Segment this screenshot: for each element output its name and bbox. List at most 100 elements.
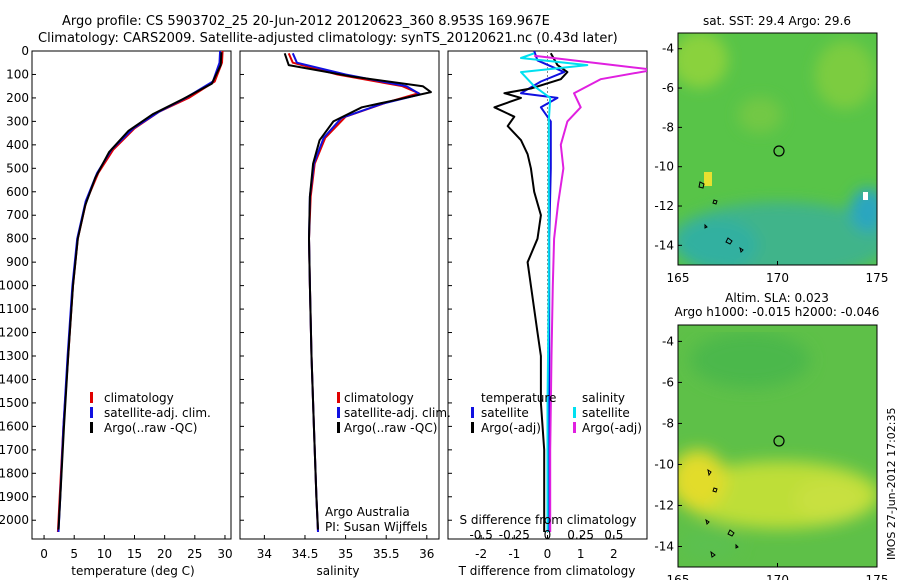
credit-line-2: PI: Susan Wijffels: [325, 520, 427, 534]
sst-warm-patch: [678, 33, 728, 88]
sla-argo-marker: [773, 435, 785, 447]
map-y-tick-label: -8: [662, 416, 674, 430]
legend-title-salinity: salinity: [582, 391, 625, 405]
legend-label-s-argo: Argo(-adj): [582, 421, 642, 435]
series-line: [283, 52, 432, 530]
sst-cool-patch: [850, 188, 877, 232]
legend-swatch-s-argo: [573, 422, 576, 433]
salinity-panel: [239, 50, 440, 540]
legend-label-s-satellite: satellite: [582, 406, 630, 420]
side-stamp: IMOS 27-Jun-2012 17:02:35: [885, 407, 898, 560]
sst-cool-patch: [678, 219, 758, 265]
y-tick-label: 900: [6, 255, 29, 269]
map-x-tick-label: 175: [866, 573, 889, 580]
legend-swatch-satellite: [337, 407, 340, 418]
map-y-tick-label: -8: [662, 120, 674, 134]
sla-high-patch: [678, 450, 726, 510]
y-tick-label: 600: [6, 185, 29, 199]
sla-low-patch: [680, 529, 740, 561]
map-x-tick-label: 175: [866, 271, 889, 285]
map-y-tick-label: -14: [654, 539, 674, 553]
legend-swatch-argo: [90, 422, 93, 433]
temperature-legend: climatology satellite-adj. clim. Argo(..…: [90, 391, 211, 435]
sla-high-patch: [794, 478, 866, 522]
sst-argo-marker: [773, 145, 785, 157]
y-tick-label: 200: [6, 91, 29, 105]
s-tick-label: 0: [544, 528, 552, 542]
y-tick-label: 1500: [0, 396, 29, 410]
s-tick-label: 0.25: [567, 528, 594, 542]
sst-map-title: sat. SST: 29.4 Argo: 29.6: [703, 14, 851, 28]
y-tick-label: 500: [6, 161, 29, 175]
sla-map: [678, 325, 877, 567]
sla-map-axes: 165 170 175 -14 -12 -10 -8 -6 -4: [654, 334, 888, 580]
x-tick-label: 35: [338, 547, 353, 561]
y-tick-label: 100: [6, 67, 29, 81]
sla-map-title: Altim. SLA: 0.023: [725, 291, 829, 305]
x-tick-label: 20: [157, 547, 172, 561]
y-tick-label: 0: [21, 44, 29, 58]
temperature-x-axis: 0 5 10 15 20 25 30: [40, 535, 233, 561]
s-tick-label: -0.5: [469, 528, 492, 542]
legend-swatch-t-satellite: [471, 407, 474, 418]
difference-xlabel: T difference from climatology: [458, 564, 636, 578]
legend-swatch-satellite: [90, 407, 93, 418]
legend-label-satellite: satellite-adj. clim.: [104, 406, 211, 420]
y-tick-label: 2000: [0, 513, 29, 527]
legend-swatch-climatology: [337, 392, 340, 403]
series-line: [520, 51, 566, 532]
y-tick-label: 1200: [0, 326, 29, 340]
x-tick-label: 34.5: [292, 547, 319, 561]
difference-top-xlabel: S difference from climatology: [460, 513, 637, 527]
x-tick-label: 35.5: [373, 547, 400, 561]
difference-legend: temperature salinity satellite Argo(-adj…: [471, 391, 642, 435]
x-tick-label: 10: [97, 547, 112, 561]
map-y-tick-label: -10: [654, 457, 674, 471]
series-line: [493, 52, 569, 532]
series-line: [520, 52, 589, 532]
difference-plot: [493, 51, 647, 539]
sst-map: [678, 33, 877, 265]
x-tick-label: 30: [217, 547, 232, 561]
map-y-tick-label: -4: [662, 334, 674, 348]
sla-map-subtitle: Argo h1000: -0.015 h2000: -0.046: [675, 305, 880, 319]
x-tick-label: 36: [419, 547, 434, 561]
depth-axis: 0 100 200 300 400 500 600 700 800 900 1000 1100 1200…: [0, 44, 452, 527]
s-tick-label: -0.25: [499, 528, 530, 542]
legend-label-argo: Argo(..raw -QC): [104, 421, 197, 435]
map-y-tick-label: -6: [662, 81, 674, 95]
legend-swatch-climatology: [90, 392, 93, 403]
x-tick-label: 0: [40, 547, 48, 561]
header-line-2: Climatology: CARS2009. Satellite-adjuste…: [38, 31, 618, 46]
legend-swatch-s-satellite: [573, 407, 576, 418]
series-line: [534, 54, 647, 532]
legend-swatch-t-argo: [471, 422, 474, 433]
map-y-tick-label: -12: [654, 498, 674, 512]
credit-line-1: Argo Australia: [325, 505, 410, 519]
y-tick-label: 1400: [0, 372, 29, 386]
legend-label-argo: Argo(..raw -QC): [344, 421, 437, 435]
sst-warm-patch: [815, 41, 875, 109]
header-line-1: Argo profile: CS 5903702_25 20-Jun-2012 …: [62, 14, 550, 29]
x-tick-label: 1: [577, 547, 585, 561]
map-y-tick-label: -12: [654, 199, 674, 213]
map-x-tick-label: 165: [667, 573, 690, 580]
sst-map-axes: 165 170 175 -14 -12 -10 -8 -6 -4: [654, 42, 888, 285]
y-tick-label: 1300: [0, 349, 29, 363]
legend-label-climatology: climatology: [344, 391, 414, 405]
salinity-x-axis: 34 34.5 35 35.5 36: [257, 535, 434, 561]
sst-land-pixel: [704, 172, 712, 186]
map-y-tick-label: -4: [662, 42, 674, 56]
map-y-tick-label: -6: [662, 375, 674, 389]
x-tick-label: 15: [127, 547, 142, 561]
map-x-tick-label: 165: [667, 271, 690, 285]
x-tick-label: 34: [257, 547, 272, 561]
legend-swatch-argo: [337, 422, 340, 433]
x-tick-label: 5: [70, 547, 78, 561]
island-outline: [698, 181, 744, 253]
sla-low-patch: [690, 332, 810, 388]
salinity-legend: climatology satellite-adj. clim. Argo(..…: [337, 391, 451, 435]
map-x-tick-label: 170: [766, 573, 789, 580]
island-outline: [705, 468, 739, 558]
salinity-plot: [283, 52, 432, 533]
